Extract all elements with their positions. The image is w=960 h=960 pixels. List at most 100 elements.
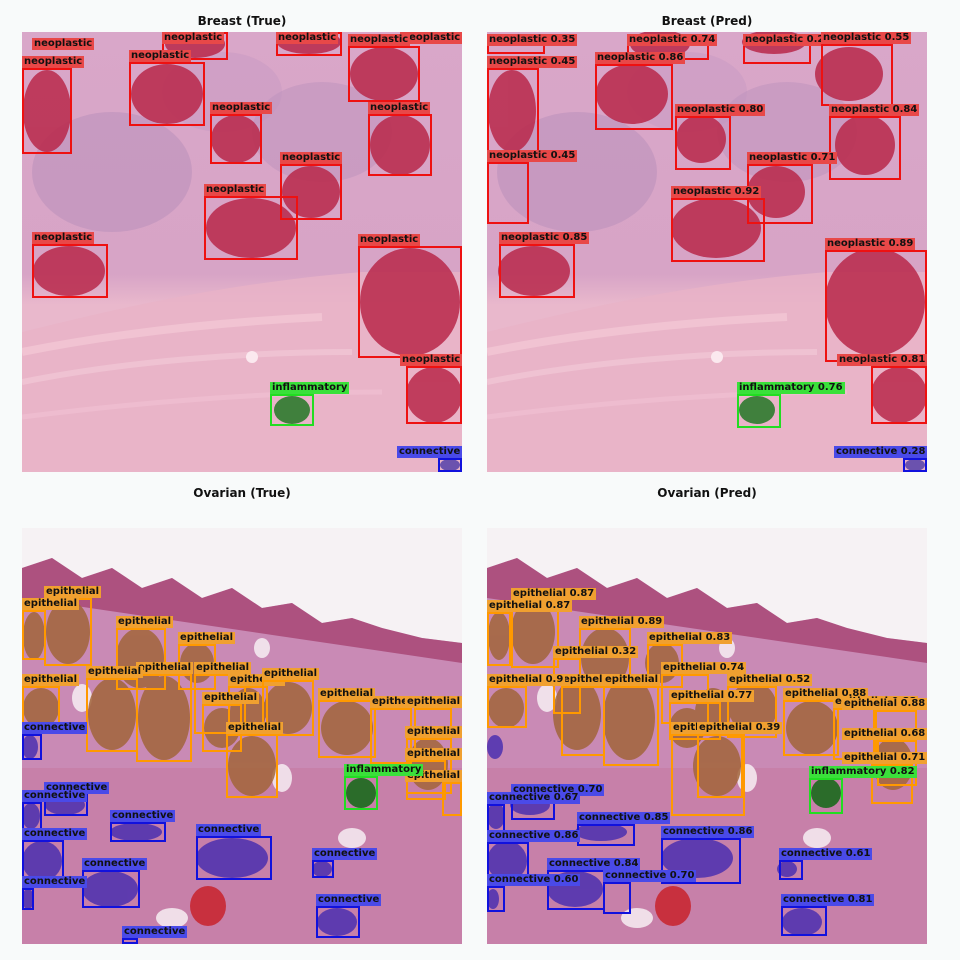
epithelial-label: epithelial: [22, 674, 80, 686]
connective-label: connective: [312, 848, 378, 860]
neoplastic-label: neoplastic: [210, 102, 273, 114]
epithelial-label: epithelial: [22, 598, 80, 610]
neoplastic-label: neoplastic: [400, 32, 462, 44]
neoplastic-label: neoplastic 0.80: [675, 104, 766, 116]
epithelial-box: [318, 700, 376, 758]
connective-label: connective: [22, 790, 88, 802]
epithelial-label: epithelial 0.52: [727, 674, 813, 686]
connective-box: [22, 734, 42, 760]
neoplastic-box: [32, 244, 108, 298]
neoplastic-box: [595, 64, 673, 130]
panel-title-ovarian-true: Ovarian (True): [193, 486, 291, 500]
connective-box: [781, 906, 827, 936]
inflammatory-label: inflammatory 0.76: [737, 382, 845, 394]
epithelial-box: [669, 702, 721, 740]
neoplastic-label: neoplastic 0.35: [487, 34, 578, 46]
neoplastic-box: [368, 114, 432, 176]
connective-box: [122, 938, 138, 944]
connective-label: connective 0.84: [547, 858, 641, 870]
connective-box: [661, 838, 741, 884]
neoplastic-box: [871, 366, 927, 424]
epithelial-label: epithelial 0.74: [661, 662, 747, 674]
inflammatory-box: [809, 778, 843, 814]
neoplastic-label: neoplastic 0.28: [743, 34, 834, 46]
epithelial-label: epithelial 0.77: [669, 690, 755, 702]
connective-label: connective: [196, 824, 262, 836]
epithelial-box: [727, 686, 777, 738]
epithelial-label: epithelial 0.89: [579, 616, 665, 628]
neoplastic-box: [204, 196, 298, 260]
neoplastic-label: neoplastic: [276, 32, 339, 44]
epithelial-label: epithelial 0.9: [487, 674, 566, 686]
epithelial-label: epithelial: [202, 692, 260, 704]
epithelial-label: epithelial: [405, 748, 462, 760]
neoplastic-label: neoplastic: [400, 354, 462, 366]
inflammatory-box: [737, 394, 781, 428]
connective-label: connective 0.67: [487, 792, 581, 804]
epithelial-label: epithelial 0.83: [647, 632, 733, 644]
connective-label: connective: [316, 894, 382, 906]
epithelial-label: epithelial: [178, 632, 236, 644]
ovarian-true-panel: epithelial epithelial epithelial epithelial…: [22, 528, 462, 944]
neoplastic-label: neoplastic: [348, 34, 411, 46]
neoplastic-label: neoplastic 0.86: [595, 52, 686, 64]
epithelial-box: [116, 628, 166, 690]
connective-box: [603, 882, 631, 914]
neoplastic-box: [358, 246, 462, 358]
neoplastic-box: [280, 164, 342, 220]
neoplastic-box: [487, 68, 539, 154]
panel-title-ovarian-pred: Ovarian (Pred): [657, 486, 757, 500]
neoplastic-label: neoplastic 0.81: [837, 354, 927, 366]
connective-label: connective 0.61: [779, 848, 873, 860]
connective-label: connective: [122, 926, 188, 938]
connective-box: [487, 886, 505, 912]
connective-label: connective: [110, 810, 176, 822]
connective-box: [316, 906, 360, 938]
ovarian-pred-panel: epithelial 0.87 epithelial 0.87 epithelial…: [487, 528, 927, 944]
epithelial-label: epithelial 0.39: [697, 722, 783, 734]
neoplastic-label: neoplastic: [280, 152, 343, 164]
neoplastic-label: neoplastic: [32, 232, 95, 244]
neoplastic-label: neoplastic 0.84: [829, 104, 920, 116]
connective-label: connective 0.86: [487, 830, 581, 842]
connective-label: connective 0.85: [577, 812, 671, 824]
neoplastic-label: neoplastic: [204, 184, 267, 196]
neoplastic-box: [348, 46, 420, 102]
epithelial-label: epithelial: [262, 668, 320, 680]
connective-label: connective: [22, 828, 88, 840]
neoplastic-box: [406, 366, 462, 424]
epithelial-box: [783, 700, 839, 756]
neoplastic-label: neoplastic 0.92: [671, 186, 762, 198]
epithelial-label: epithelial: [194, 662, 252, 674]
connective-label: connective: [82, 858, 148, 870]
epithelial-box: [194, 674, 246, 734]
epithelial-box: [226, 734, 278, 798]
neoplastic-label: neoplastic: [358, 234, 421, 246]
neoplastic-box: [671, 198, 765, 262]
epithelial-label: epithelial: [116, 616, 174, 628]
neoplastic-label: neoplastic 0.74: [627, 34, 718, 46]
epithelial-box: [603, 686, 659, 766]
epithelial-box: [697, 734, 743, 798]
inflammatory-label: inflammatory: [270, 382, 350, 394]
connective-label: connective: [22, 722, 88, 734]
connective-box: [779, 860, 803, 880]
panel-title-breast-pred: Breast (Pred): [661, 14, 753, 28]
connective-box: [82, 870, 140, 908]
neoplastic-label: neoplastic 0.45: [487, 56, 578, 68]
epithelial-label: epithelial: [405, 726, 462, 738]
neoplastic-label: neoplastic 0.45: [487, 150, 578, 162]
inflammatory-box: [344, 776, 378, 810]
connective-box: [487, 804, 505, 832]
epithelial-label: epithelial: [44, 586, 102, 598]
neoplastic-box: [22, 68, 72, 154]
connective-label: connective 0.60: [487, 874, 581, 886]
epithelial-box: [262, 680, 314, 736]
inflammatory-label: inflammatory: [344, 764, 424, 776]
neoplastic-label: neoplastic 0.71: [747, 152, 838, 164]
inflammatory-label: inflammatory 0.82: [809, 766, 917, 778]
connective-box: [196, 836, 272, 880]
connective-box: [312, 860, 334, 878]
epithelial-label: epithelial: [405, 696, 462, 708]
neoplastic-label: neoplastic: [129, 50, 192, 62]
